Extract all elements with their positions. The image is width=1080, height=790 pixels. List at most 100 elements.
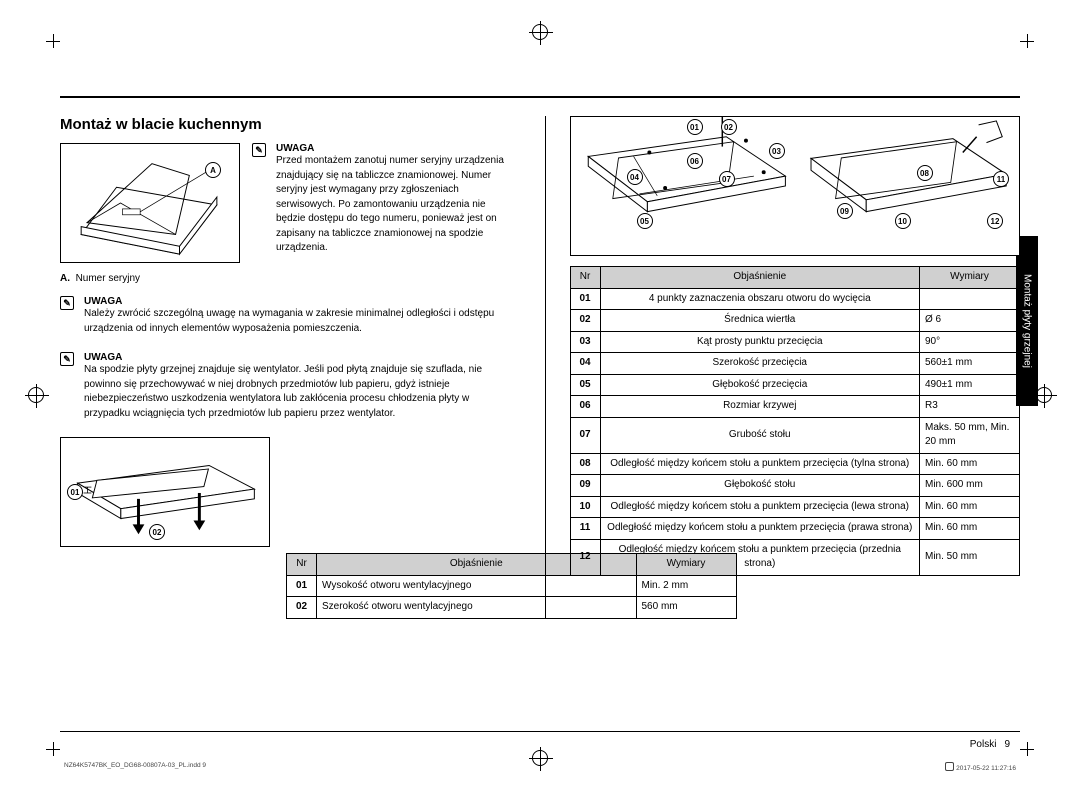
- cell-nr: 04: [570, 353, 600, 375]
- callout-02: 02: [149, 524, 165, 540]
- fig-and-note: A ✎ UWAGA Przed montażem zanotuj numer s…: [60, 143, 511, 286]
- registration-mark: [28, 387, 44, 403]
- table-row: 05Głębokość przecięcia490±1 mm: [570, 374, 1020, 396]
- table-row: 09Głębokość stołuMin. 600 mm: [570, 475, 1020, 497]
- cell-dim: [920, 288, 1020, 310]
- cell-nr: 01: [287, 575, 317, 597]
- registration-mark: [532, 24, 548, 40]
- note-icon: ✎: [252, 143, 266, 157]
- callout: 04: [627, 169, 643, 185]
- cell-nr: 08: [570, 453, 600, 475]
- left-column: Montaż w blacie kuchennym A ✎: [60, 116, 511, 619]
- callout: 05: [637, 213, 653, 229]
- th-dim: Wymiary: [920, 267, 1020, 289]
- print-file: NZ64K5747BK_EO_DG68-00807A-03_PL.indd 9: [64, 762, 206, 772]
- cell-nr: 11: [570, 518, 600, 540]
- note-block: ✎ UWAGA Należy zwrócić szczególną uwagę …: [60, 296, 511, 342]
- footer-rule: [60, 731, 1020, 732]
- cell-dim: Min. 60 mm: [920, 453, 1020, 475]
- note-text: Na spodzie płyty grzejnej znajduje się w…: [84, 363, 511, 421]
- note-text: Przed montażem zanotuj numer seryjny urz…: [276, 154, 511, 256]
- cell-dim: Min. 50 mm: [920, 539, 1020, 575]
- callout: 02: [721, 119, 737, 135]
- page-footer: Polski9: [970, 739, 1010, 750]
- cell-desc: Grubość stołu: [600, 417, 920, 453]
- cutout-table: Nr Objaśnienie Wymiary 014 punkty zaznac…: [570, 266, 1021, 576]
- cell-dim: 90°: [920, 331, 1020, 353]
- note-text: Należy zwrócić szczególną uwagę na wymag…: [84, 307, 511, 336]
- cell-desc: 4 punkty zaznaczenia obszaru otworu do w…: [600, 288, 920, 310]
- top-rule: [60, 96, 1020, 98]
- callout-A: A: [205, 162, 221, 178]
- cell-desc: Kąt prosty punktu przecięcia: [600, 331, 920, 353]
- manual-page: Montaż płyty grzejnej Montaż w blacie ku…: [0, 0, 1080, 790]
- section-title: Montaż w blacie kuchennym: [60, 116, 511, 133]
- note-block: ✎ UWAGA Przed montażem zanotuj numer ser…: [252, 143, 511, 262]
- note-block: ✎ UWAGA Na spodzie płyty grzejnej znajdu…: [60, 352, 511, 427]
- cell-dim: 490±1 mm: [920, 374, 1020, 396]
- section-tab: Montaż płyty grzejnej: [1016, 236, 1038, 406]
- cell-dim: Min. 600 mm: [920, 475, 1020, 497]
- crop-mark: [46, 742, 60, 756]
- table-row: 10Odległość między końcem stołu a punkte…: [570, 496, 1020, 518]
- cell-desc: Odległość między końcem stołu a punktem …: [600, 496, 920, 518]
- legend-letter: A.: [60, 273, 70, 284]
- figure-legend: A. Numer seryjny: [60, 272, 511, 287]
- callout-01: 01: [67, 484, 83, 500]
- crop-mark: [46, 34, 60, 48]
- callout: 03: [769, 143, 785, 159]
- cell-nr: 09: [570, 475, 600, 497]
- registration-mark: [1036, 387, 1052, 403]
- cell-desc: Rozmiar krzywej: [600, 396, 920, 418]
- cell-nr: 12: [570, 539, 600, 575]
- columns: Montaż w blacie kuchennym A ✎: [60, 116, 1020, 619]
- cell-nr: 01: [570, 288, 600, 310]
- cell-desc: Średnica wiertła: [600, 310, 920, 332]
- ventilation-diagram-icon: [61, 438, 269, 546]
- cell-desc: Szerokość przecięcia: [600, 353, 920, 375]
- note-body: UWAGA Przed montażem zanotuj numer seryj…: [276, 143, 511, 262]
- cell-nr: 02: [287, 597, 317, 619]
- note-title: UWAGA: [84, 296, 511, 307]
- callout: 07: [719, 171, 735, 187]
- table-row: 08Odległość między końcem stołu a punkte…: [570, 453, 1020, 475]
- callout: 11: [993, 171, 1009, 187]
- cell-nr: 07: [570, 417, 600, 453]
- figure-ventilation: 01 02: [60, 437, 270, 547]
- cell-nr: 02: [570, 310, 600, 332]
- right-column: 01 02 03 04 05 06 07 08 09 10 11 12 Nr O…: [545, 116, 1021, 619]
- note-icon: ✎: [60, 352, 74, 366]
- cell-desc: Głębokość przecięcia: [600, 374, 920, 396]
- crop-mark: [1020, 34, 1034, 48]
- table-row: 07Grubość stołuMaks. 50 mm, Min. 20 mm: [570, 417, 1020, 453]
- crop-mark: [1020, 742, 1034, 756]
- note-title: UWAGA: [276, 143, 511, 154]
- print-footer: NZ64K5747BK_EO_DG68-00807A-03_PL.indd 9 …: [64, 762, 1016, 772]
- cell-dim: Ø 6: [920, 310, 1020, 332]
- cell-dim: Min. 60 mm: [920, 496, 1020, 518]
- cell-nr: 06: [570, 396, 600, 418]
- table-row: 02Średnica wiertłaØ 6: [570, 310, 1020, 332]
- note-body: UWAGA Na spodzie płyty grzejnej znajduje…: [84, 352, 511, 427]
- figure-serial-label: A: [60, 143, 240, 263]
- th-desc: Objaśnienie: [600, 267, 920, 289]
- fig2-and-table: 01 02 Nr Objaśnienie Wymiary 01 Wysokość…: [60, 437, 511, 619]
- cell-dim: Maks. 50 mm, Min. 20 mm: [920, 417, 1020, 453]
- footer-page-number: 9: [1004, 739, 1010, 750]
- cell-desc: Odległość między końcem stołu a punktem …: [600, 518, 920, 540]
- table-row: 06Rozmiar krzywejR3: [570, 396, 1020, 418]
- table-header-row: Nr Objaśnienie Wymiary: [570, 267, 1020, 289]
- callout: 06: [687, 153, 703, 169]
- legend-text: Numer seryjny: [76, 273, 140, 284]
- cell-dim: Min. 60 mm: [920, 518, 1020, 540]
- cutout-diagram-icon: [571, 117, 1020, 255]
- callout: 01: [687, 119, 703, 135]
- table-row: 014 punkty zaznaczenia obszaru otworu do…: [570, 288, 1020, 310]
- table-row: 12Odległość między końcem stołu a punkte…: [570, 539, 1020, 575]
- print-timestamp: 2017-05-22 11:27:16: [956, 765, 1016, 772]
- cell-dim: R3: [920, 396, 1020, 418]
- table-row: 11Odległość między końcem stołu a punkte…: [570, 518, 1020, 540]
- callout: 09: [837, 203, 853, 219]
- callout: 08: [917, 165, 933, 181]
- clock-icon: [945, 762, 954, 771]
